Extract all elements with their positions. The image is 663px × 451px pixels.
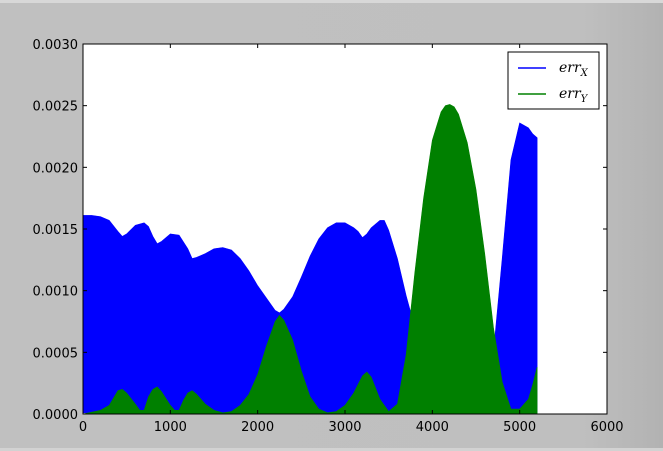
- ticks-layer: 0 1000 2000 3000 4000 5000 6000 0.0000 0.0005 0.0…: [33, 38, 624, 435]
- y-tick-label: 0.0005: [33, 346, 79, 361]
- plot-frame: [82, 43, 608, 415]
- legend-box: [507, 51, 600, 110]
- legend: errX errY: [507, 51, 600, 110]
- x-tick-label: 0: [79, 420, 87, 435]
- x-tick-label: 4000: [416, 420, 449, 435]
- window-bottom-edge: [0, 448, 663, 451]
- x-tick-label: 6000: [590, 420, 623, 435]
- x-tick-label: 1000: [154, 420, 187, 435]
- x-tick-label: 2000: [241, 420, 274, 435]
- y-tick-label: 0.0010: [33, 285, 79, 300]
- y-tick-label: 0.0030: [33, 38, 79, 53]
- legend-label-x: errX: [559, 60, 589, 79]
- legend-label-y: errY: [559, 86, 589, 105]
- y-tick-label: 0.0015: [33, 223, 79, 238]
- x-tick-label: 3000: [328, 420, 361, 435]
- y-tick-label: 0.0020: [33, 161, 79, 176]
- y-tick-label: 0.0000: [33, 408, 79, 423]
- y-tick-label: 0.0025: [33, 100, 79, 115]
- x-tick-label: 5000: [503, 420, 536, 435]
- window-top-edge: [0, 0, 663, 3]
